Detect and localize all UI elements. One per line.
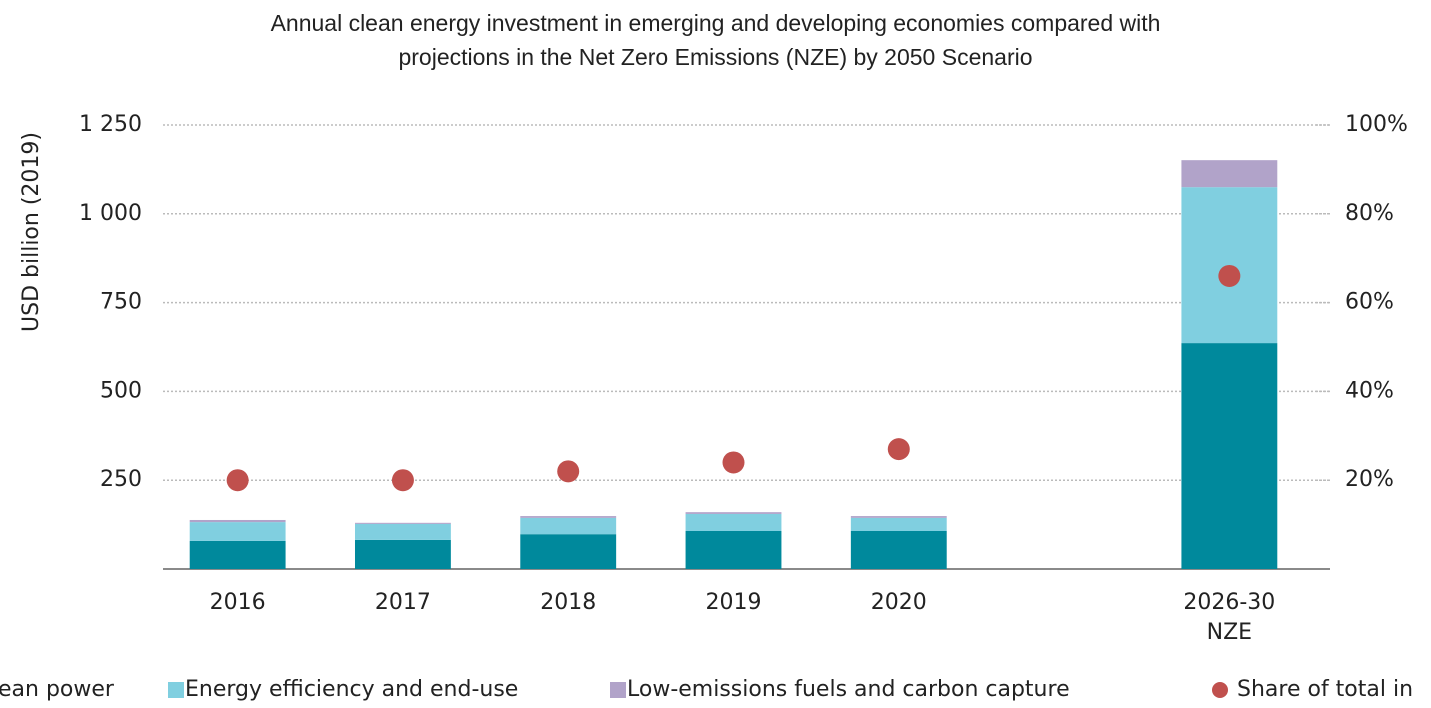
bar-segment bbox=[1181, 343, 1278, 569]
legend-swatch bbox=[610, 682, 626, 698]
share-dot bbox=[226, 469, 249, 492]
y2-tick-label: 100% bbox=[1345, 112, 1408, 137]
share-dot bbox=[887, 438, 910, 461]
chart-title: Annual clean energy investment in emergi… bbox=[270, 10, 1161, 70]
bar-segment bbox=[354, 539, 451, 569]
bar-segment bbox=[685, 513, 782, 531]
share-dot bbox=[391, 469, 414, 492]
bar-segment bbox=[189, 522, 286, 541]
y-tick-label: 1 000 bbox=[79, 201, 142, 226]
x-tick-label: 2019 bbox=[705, 590, 762, 615]
y-tick-label: 250 bbox=[100, 467, 142, 492]
bar-segment bbox=[685, 512, 782, 514]
bar-segment bbox=[354, 523, 451, 540]
legend-label: Energy efficiency and end-use bbox=[185, 677, 518, 702]
x-tick-label: 2026-30 NZE bbox=[1183, 590, 1276, 645]
share-dot bbox=[1218, 264, 1241, 287]
bar-segment bbox=[189, 519, 286, 523]
bar-segment bbox=[850, 516, 947, 518]
bar-segment bbox=[520, 534, 617, 569]
bar-segment bbox=[520, 516, 617, 518]
x-tick-label: 2018 bbox=[540, 590, 597, 615]
x-tick-label: 2017 bbox=[374, 590, 431, 615]
y-tick-label: 500 bbox=[100, 378, 142, 403]
legend-label: Share of total in bbox=[1237, 677, 1413, 702]
bar-segment bbox=[189, 540, 286, 569]
y-axis-label: USD billion (2019) bbox=[19, 132, 44, 332]
share-dot bbox=[722, 451, 745, 474]
legend-label: Low-emissions fuels and carbon capture bbox=[627, 677, 1070, 702]
y2-tick-label: 20% bbox=[1345, 467, 1394, 492]
legend-label: ean power bbox=[0, 677, 115, 702]
y2-tick-label: 80% bbox=[1345, 201, 1394, 226]
legend-marker bbox=[1212, 682, 1228, 698]
y2-tick-label: 40% bbox=[1345, 378, 1394, 403]
x-tick-label: 2020 bbox=[870, 590, 927, 615]
bar-segment bbox=[520, 517, 617, 535]
bar-segment bbox=[850, 530, 947, 569]
bar-segment bbox=[1181, 160, 1278, 188]
y-tick-label: 750 bbox=[100, 290, 142, 315]
bar-segment bbox=[850, 517, 947, 531]
share-dot bbox=[557, 460, 580, 483]
y2-tick-label: 60% bbox=[1345, 290, 1394, 315]
legend-swatch bbox=[168, 682, 184, 698]
y-tick-label: 1 250 bbox=[79, 112, 142, 137]
bar-segment bbox=[354, 522, 451, 524]
x-tick-label: 2016 bbox=[209, 590, 266, 615]
bar-segment bbox=[685, 530, 782, 569]
